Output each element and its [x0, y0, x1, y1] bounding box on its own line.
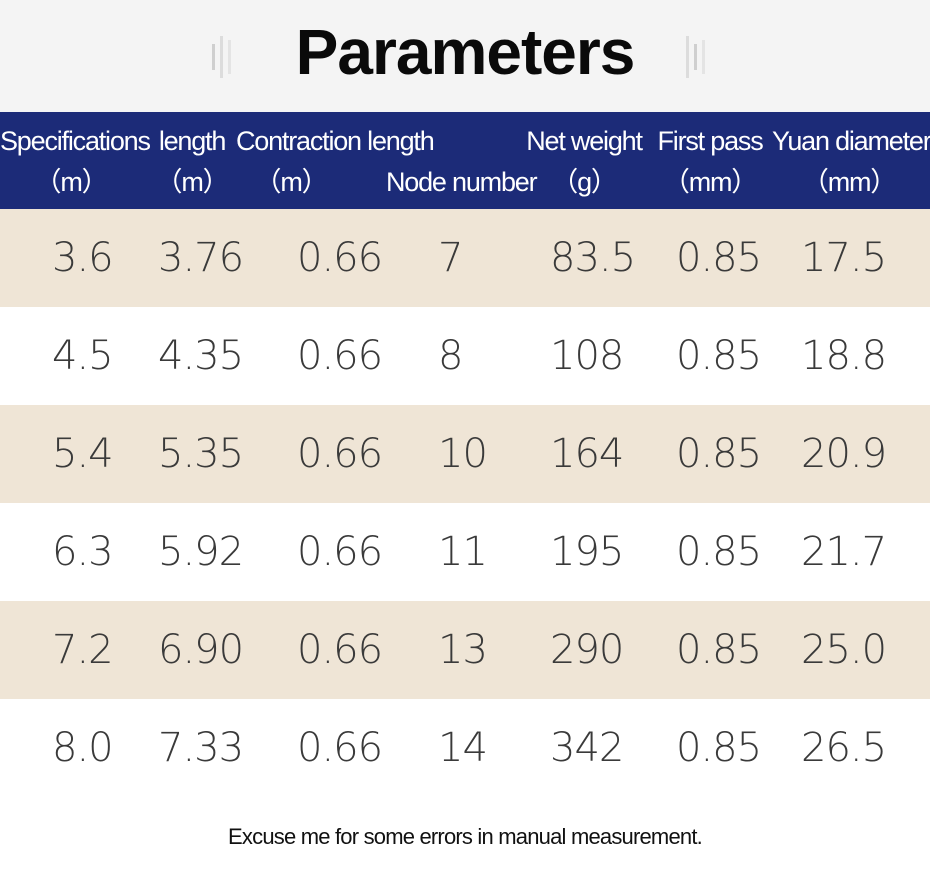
cell-first-pass: 0.85 — [676, 333, 762, 379]
header-label: Node number — [386, 167, 538, 197]
cell-node-number: 13 — [438, 627, 488, 673]
cell-node-number: 11 — [438, 529, 488, 575]
cell-yuan-diameter: 21.7 — [801, 529, 887, 575]
header-unit: （m） — [155, 167, 230, 197]
cell-net-weight: 164 — [550, 431, 624, 477]
cell-length: 5.92 — [158, 529, 244, 575]
cell-contraction-length: 0.66 — [297, 431, 383, 477]
table-row: 3.6 3.76 0.66 7 83.5 0.85 17.5 — [0, 209, 930, 307]
cell-node-number: 14 — [438, 725, 488, 771]
footnote: Excuse me for some errors in manual meas… — [228, 824, 703, 849]
cell-contraction-length: 0.66 — [297, 235, 383, 281]
cell-yuan-diameter: 17.5 — [801, 235, 887, 281]
cell-yuan-diameter: 26.5 — [801, 725, 887, 771]
header-contraction-length: Contraction length （m） — [236, 112, 435, 209]
cell-contraction-length: 0.66 — [297, 529, 383, 575]
header-label: Net weight — [526, 126, 643, 156]
header-unit: （mm） — [662, 167, 758, 197]
cell-first-pass: 0.85 — [676, 725, 762, 771]
header-label: Yuan diameter — [772, 126, 930, 156]
cell-net-weight: 108 — [550, 333, 624, 379]
header-unit: （m） — [254, 167, 329, 197]
header-specifications: Specifications （m） — [0, 112, 151, 209]
table-row: 4.5 4.35 0.66 8 108 0.85 18.8 — [0, 307, 930, 405]
title-decoration-right — [686, 36, 712, 78]
cell-first-pass: 0.85 — [676, 235, 762, 281]
cell-net-weight: 342 — [550, 725, 624, 771]
header-label: length — [158, 126, 227, 156]
table-row: 6.3 5.92 0.66 11 195 0.85 21.7 — [0, 503, 930, 601]
cell-contraction-length: 0.66 — [297, 725, 383, 771]
cell-yuan-diameter: 20.9 — [801, 431, 887, 477]
header-label: Contraction length — [236, 126, 435, 156]
cell-node-number: 10 — [438, 431, 488, 477]
cell-specification: 6.3 — [52, 529, 114, 575]
cell-first-pass: 0.85 — [676, 627, 762, 673]
page-title: Parameters — [295, 16, 636, 88]
header-first-pass: First pass （mm） — [656, 112, 764, 209]
table-row: 7.2 6.90 0.66 13 290 0.85 25.0 — [0, 601, 930, 699]
cell-yuan-diameter: 25.0 — [801, 627, 887, 673]
cell-specification: 5.4 — [52, 431, 114, 477]
header-unit: （m） — [34, 167, 109, 197]
cell-specification: 7.2 — [52, 627, 114, 673]
cell-length: 6.90 — [158, 627, 244, 673]
header-length: length （m） — [150, 112, 234, 209]
cell-contraction-length: 0.66 — [297, 333, 383, 379]
cell-net-weight: 195 — [550, 529, 624, 575]
cell-node-number: 8 — [438, 333, 463, 379]
cell-node-number: 7 — [438, 235, 463, 281]
header-label: First pass — [657, 126, 763, 156]
header-net-weight: Net weight （g） — [526, 112, 643, 209]
table-row: 8.0 7.33 0.66 14 342 0.85 26.5 — [0, 699, 930, 797]
cell-specification: 3.6 — [52, 235, 114, 281]
cell-contraction-length: 0.66 — [297, 627, 383, 673]
cell-first-pass: 0.85 — [676, 431, 762, 477]
table-header: Specifications （m） length （m） Contractio… — [0, 112, 930, 209]
cell-first-pass: 0.85 — [676, 529, 762, 575]
header-node-number: Node number — [386, 112, 538, 209]
title-decoration-left — [212, 36, 238, 78]
header-unit: （mm） — [801, 167, 897, 197]
header-yuan-diameter: Yuan diameter （mm） — [772, 112, 930, 209]
title-band — [0, 0, 930, 112]
cell-length: 4.35 — [158, 333, 244, 379]
header-unit: （g） — [551, 167, 618, 197]
header-label: Specifications — [0, 126, 151, 156]
cell-specification: 4.5 — [52, 333, 114, 379]
cell-length: 7.33 — [158, 725, 244, 771]
cell-net-weight: 83.5 — [550, 235, 636, 281]
cell-yuan-diameter: 18.8 — [801, 333, 887, 379]
table-row: 5.4 5.35 0.66 10 164 0.85 20.9 — [0, 405, 930, 503]
cell-net-weight: 290 — [550, 627, 624, 673]
cell-specification: 8.0 — [52, 725, 114, 771]
cell-length: 3.76 — [158, 235, 244, 281]
cell-length: 5.35 — [158, 431, 244, 477]
